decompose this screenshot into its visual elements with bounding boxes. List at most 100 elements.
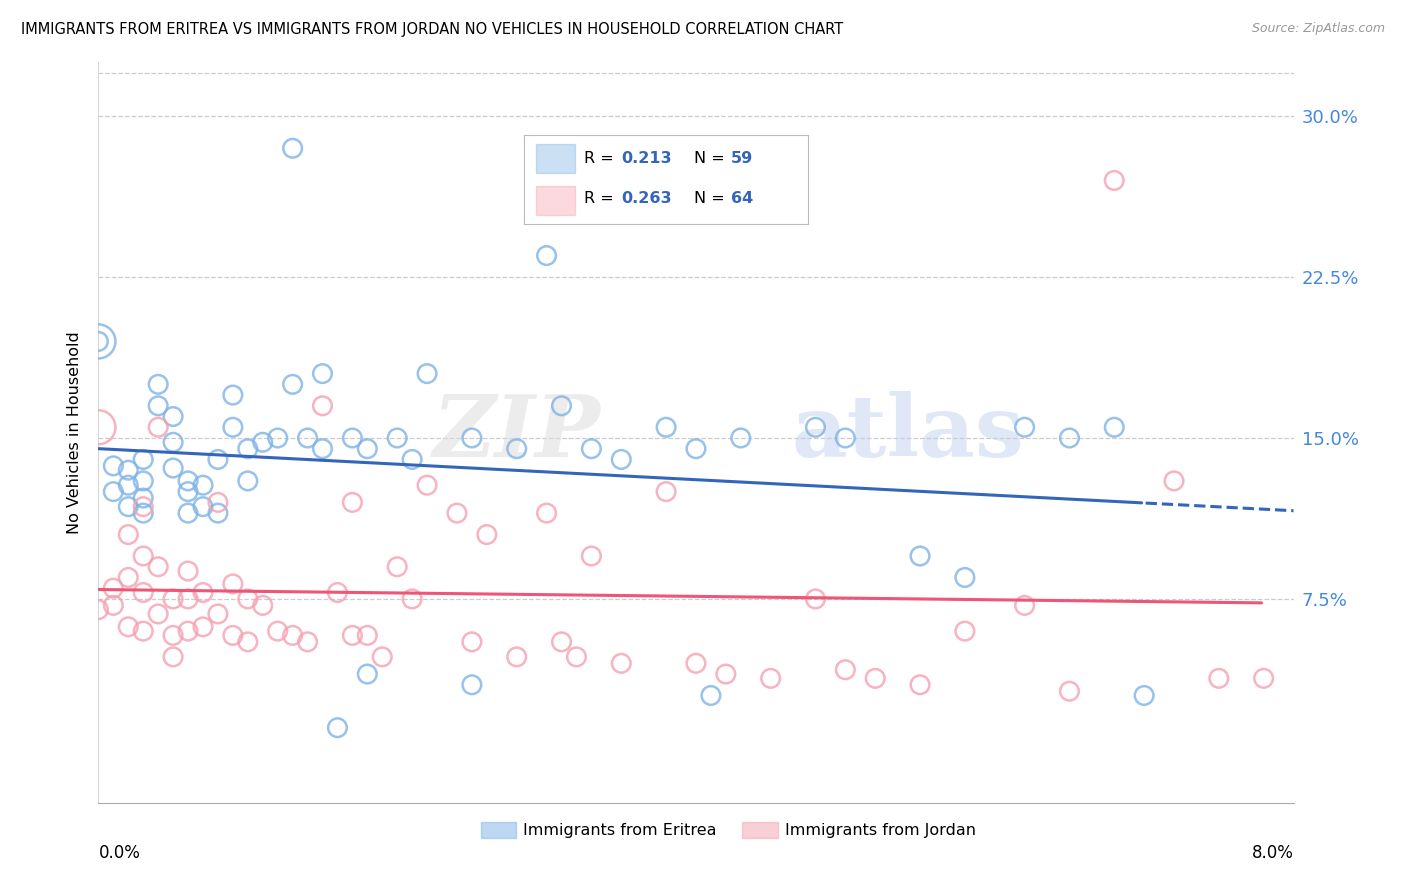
FancyBboxPatch shape: [536, 186, 575, 215]
Point: [162, 649, 184, 664]
Point: [550, 399, 572, 413]
Point: [506, 442, 529, 456]
Text: N =: N =: [695, 151, 730, 166]
Text: 8.0%: 8.0%: [1251, 844, 1294, 862]
Point: [177, 474, 200, 488]
Text: Immigrants from Jordan: Immigrants from Jordan: [785, 823, 976, 838]
Point: [446, 506, 468, 520]
Point: [132, 506, 155, 520]
Point: [714, 667, 737, 681]
Point: [342, 495, 364, 509]
Point: [148, 607, 170, 621]
Point: [311, 442, 333, 456]
Point: [342, 431, 364, 445]
Point: [700, 689, 723, 703]
Point: [207, 495, 229, 509]
Point: [87, 602, 110, 616]
Point: [103, 484, 125, 499]
Point: [222, 388, 245, 402]
Point: [834, 663, 856, 677]
Point: [461, 678, 484, 692]
Text: 59: 59: [731, 151, 754, 166]
Point: [281, 141, 304, 155]
Point: [222, 420, 245, 434]
Point: [103, 599, 125, 613]
Point: [1133, 689, 1156, 703]
Point: [581, 442, 603, 456]
Point: [236, 635, 259, 649]
Point: [281, 628, 304, 642]
Point: [87, 420, 110, 434]
Point: [297, 431, 319, 445]
Text: atlas: atlas: [792, 391, 1024, 475]
Point: [177, 591, 200, 606]
Point: [326, 721, 349, 735]
Point: [342, 628, 364, 642]
Point: [117, 620, 139, 634]
Point: [804, 591, 827, 606]
Point: [655, 484, 678, 499]
Point: [371, 649, 394, 664]
Point: [162, 591, 184, 606]
Point: [162, 435, 184, 450]
Point: [207, 452, 229, 467]
Point: [191, 478, 214, 492]
Text: 0.0%: 0.0%: [98, 844, 141, 862]
Point: [1059, 431, 1081, 445]
Point: [117, 570, 139, 584]
Point: [1014, 599, 1036, 613]
Text: 64: 64: [731, 191, 754, 206]
Point: [655, 420, 678, 434]
Point: [132, 549, 155, 563]
Point: [953, 570, 976, 584]
FancyBboxPatch shape: [536, 145, 575, 173]
Text: Source: ZipAtlas.com: Source: ZipAtlas.com: [1251, 22, 1385, 36]
Point: [475, 527, 498, 541]
Point: [865, 671, 887, 685]
Point: [236, 591, 259, 606]
Point: [356, 628, 378, 642]
Point: [267, 431, 290, 445]
Point: [177, 506, 200, 520]
Point: [132, 491, 155, 505]
Point: [908, 678, 931, 692]
Point: [581, 549, 603, 563]
Point: [1208, 671, 1230, 685]
Point: [267, 624, 290, 639]
Text: 0.213: 0.213: [621, 151, 672, 166]
Point: [834, 431, 856, 445]
Point: [148, 559, 170, 574]
Point: [385, 431, 409, 445]
Point: [103, 581, 125, 595]
Point: [610, 657, 633, 671]
Point: [1253, 671, 1275, 685]
Text: Immigrants from Eritrea: Immigrants from Eritrea: [523, 823, 717, 838]
Point: [236, 474, 259, 488]
Point: [222, 628, 245, 642]
Point: [103, 458, 125, 473]
Point: [953, 624, 976, 639]
Point: [1014, 420, 1036, 434]
Point: [162, 409, 184, 424]
Point: [685, 657, 707, 671]
Point: [87, 334, 110, 349]
Point: [281, 377, 304, 392]
Text: ZIP: ZIP: [433, 391, 600, 475]
Point: [222, 577, 245, 591]
Point: [252, 435, 274, 450]
Point: [908, 549, 931, 563]
Point: [191, 620, 214, 634]
Point: [191, 500, 214, 514]
Point: [356, 442, 378, 456]
Text: IMMIGRANTS FROM ERITREA VS IMMIGRANTS FROM JORDAN NO VEHICLES IN HOUSEHOLD CORRE: IMMIGRANTS FROM ERITREA VS IMMIGRANTS FR…: [21, 22, 844, 37]
Point: [117, 500, 139, 514]
Point: [536, 506, 558, 520]
Point: [117, 463, 139, 477]
Text: R =: R =: [583, 191, 619, 206]
Point: [132, 500, 155, 514]
Point: [162, 461, 184, 475]
Point: [685, 442, 707, 456]
Point: [385, 559, 409, 574]
Point: [191, 585, 214, 599]
Point: [356, 667, 378, 681]
